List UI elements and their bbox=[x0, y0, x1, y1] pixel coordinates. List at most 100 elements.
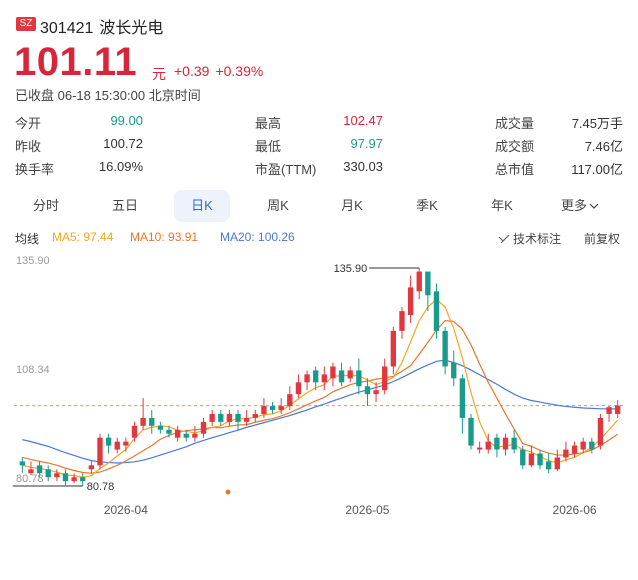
candle-body bbox=[105, 437, 112, 446]
prev-close-value: 100.72 bbox=[103, 136, 143, 151]
volume-label: 成交量 bbox=[495, 116, 535, 131]
tab-weekly-k[interactable]: 周K bbox=[267, 198, 289, 213]
amount-value: 7.46亿 bbox=[584, 139, 623, 154]
change-percent: +0.39% bbox=[215, 63, 264, 79]
period-tabs: 分时 五日 日K 周K 月K 季K 年K 更多 bbox=[0, 190, 638, 222]
low-value: 97.97 bbox=[350, 136, 383, 151]
candle-body bbox=[218, 413, 224, 422]
adjust-mode-button[interactable]: 前复权 bbox=[584, 232, 621, 246]
tab-monthly-k[interactable]: 月K bbox=[341, 198, 363, 213]
candle-body bbox=[71, 477, 77, 482]
tab-five-day[interactable]: 五日 bbox=[111, 198, 138, 213]
candle-body bbox=[200, 421, 207, 434]
candle-body bbox=[451, 362, 457, 379]
min-annotation: 80.78 bbox=[87, 481, 115, 493]
candle-body bbox=[36, 465, 43, 474]
ma10-legend: MA10: 93.91 bbox=[130, 230, 199, 244]
tab-more-label: 更多 bbox=[560, 198, 587, 213]
candle-body bbox=[563, 449, 569, 458]
candle-body bbox=[459, 378, 466, 418]
technical-annotation-toggle[interactable]: 技术标注 bbox=[498, 230, 561, 247]
pe-value: 330.03 bbox=[343, 159, 383, 174]
amount-label: 成交额 bbox=[495, 139, 535, 154]
chevron-down-icon bbox=[587, 198, 599, 213]
candle-body bbox=[468, 417, 474, 446]
ma5-legend: MA5: 97.44 bbox=[52, 230, 114, 244]
candle-body bbox=[485, 441, 491, 450]
ma-lines bbox=[22, 298, 619, 478]
tab-quarterly-k[interactable]: 季K bbox=[416, 198, 438, 213]
candle-body bbox=[399, 311, 405, 331]
market-cap-label: 总市值 bbox=[495, 162, 535, 177]
candle-body bbox=[494, 437, 500, 450]
max-annotation: 135.90 bbox=[334, 263, 368, 275]
candle-body bbox=[545, 461, 552, 470]
price-unit: 元 bbox=[152, 66, 166, 82]
candle-body bbox=[97, 437, 103, 466]
candle-body bbox=[390, 330, 397, 367]
volume-value: 7.45万手 bbox=[571, 116, 623, 131]
high-value: 102.47 bbox=[343, 113, 383, 128]
pe-label: 市盈(TTM) bbox=[255, 162, 317, 177]
candle-body bbox=[295, 382, 302, 395]
candle-body bbox=[174, 429, 181, 438]
candle-body bbox=[511, 437, 517, 450]
candle-body bbox=[528, 453, 535, 466]
prev-close-label: 昨收 bbox=[15, 139, 42, 154]
chart-axis: 135.90 108.34 80.78 2026-04 2026-05 2026-06 13… bbox=[12, 255, 597, 517]
candle-body bbox=[252, 413, 258, 418]
candle-body bbox=[235, 413, 241, 422]
candle-body bbox=[416, 271, 422, 292]
market-status: 已收盘 06-18 15:30:00 北京时间 bbox=[15, 88, 201, 103]
candle-body bbox=[131, 425, 138, 438]
candle-body bbox=[597, 417, 604, 446]
stock-name: 波长光电 bbox=[99, 20, 164, 37]
candle-body bbox=[226, 413, 233, 422]
open-label: 今开 bbox=[15, 116, 42, 131]
candle-body bbox=[54, 473, 60, 478]
technical-annotation-label: 技术标注 bbox=[513, 232, 562, 246]
y-tick-label: 80.78 bbox=[16, 473, 44, 485]
candle-body bbox=[589, 441, 595, 450]
candle-body bbox=[261, 406, 267, 414]
candle-body bbox=[183, 433, 189, 438]
x-tick-label: 2026-05 bbox=[345, 503, 389, 517]
tab-daily-k[interactable]: 日K bbox=[174, 190, 230, 222]
ma5-line bbox=[22, 298, 619, 478]
y-tick-label: 108.34 bbox=[16, 364, 50, 376]
ma20-line bbox=[22, 359, 618, 464]
tab-yearly-k[interactable]: 年K bbox=[491, 198, 513, 213]
candle-body bbox=[287, 394, 293, 407]
candle-body bbox=[149, 417, 155, 426]
ma20-legend: MA20: 100.26 bbox=[220, 230, 295, 244]
ma10-line bbox=[22, 319, 619, 474]
candle-body bbox=[123, 441, 129, 446]
high-label: 最高 bbox=[255, 116, 282, 131]
candle-body bbox=[554, 457, 560, 470]
candle-body bbox=[425, 271, 431, 296]
open-value: 99.00 bbox=[110, 113, 143, 128]
candle-body bbox=[114, 441, 120, 450]
tab-more[interactable]: 更多 bbox=[552, 190, 608, 222]
candle-body bbox=[356, 370, 362, 387]
candle-body bbox=[19, 461, 25, 466]
candle-body bbox=[166, 429, 172, 434]
candle-body bbox=[28, 469, 34, 474]
candle-body bbox=[338, 370, 345, 383]
price-change: +0.39 +0.39% bbox=[174, 63, 269, 79]
x-tick-label: 2026-04 bbox=[104, 503, 148, 517]
candle-body bbox=[502, 437, 509, 450]
candle-body bbox=[364, 386, 371, 395]
turnover-label: 换手率 bbox=[15, 162, 55, 177]
candle-body bbox=[88, 465, 95, 470]
candle-body bbox=[382, 366, 388, 391]
kline-chart[interactable]: 135.90 108.34 80.78 2026-04 2026-05 2026-06 13… bbox=[0, 250, 638, 550]
candle-body bbox=[243, 417, 250, 422]
candle-body bbox=[580, 441, 586, 450]
market-cap-value: 117.00亿 bbox=[571, 162, 623, 177]
candle-body bbox=[278, 406, 284, 410]
exchange-badge: SZ bbox=[16, 17, 36, 31]
candle-body bbox=[313, 370, 319, 383]
tab-intraday[interactable]: 分时 bbox=[32, 198, 59, 213]
candle-body bbox=[615, 405, 621, 414]
